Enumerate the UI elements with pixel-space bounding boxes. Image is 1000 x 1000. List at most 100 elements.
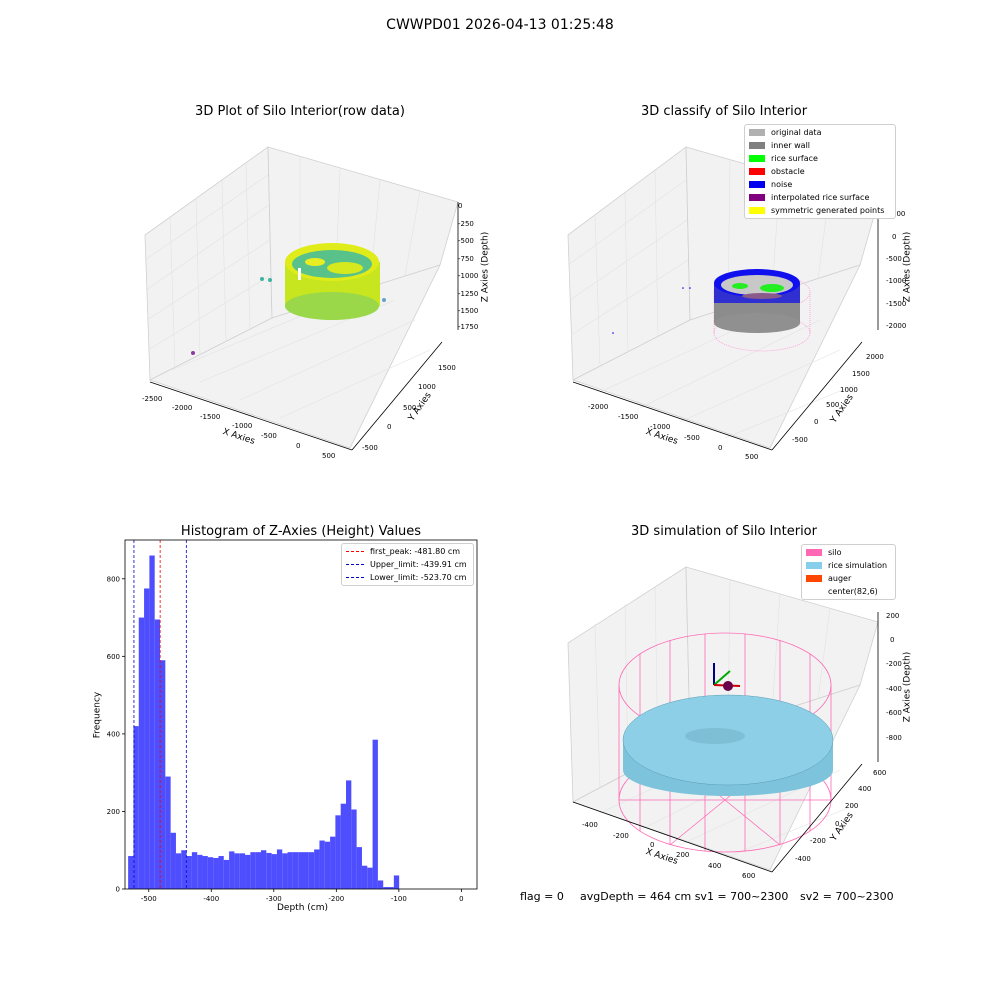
histogram-bar bbox=[330, 836, 336, 889]
raw-xtick: 500 bbox=[322, 452, 336, 460]
raw-outlier-point bbox=[382, 298, 386, 302]
classify-ztick: -1000 bbox=[886, 277, 907, 285]
histogram-xtick: -100 bbox=[391, 895, 407, 903]
histogram-bar bbox=[367, 867, 373, 889]
classify-ytick: 1500 bbox=[852, 370, 870, 378]
histogram-ylabel: Frequency bbox=[92, 691, 103, 739]
histogram-bar bbox=[149, 555, 155, 889]
legend-entry: symmetric generated points bbox=[745, 204, 895, 217]
histogram-bar bbox=[372, 739, 378, 889]
histogram-bar bbox=[324, 841, 331, 889]
legend-swatch bbox=[749, 168, 765, 175]
histogram-title: Histogram of Z-Axies (Height) Values bbox=[180, 524, 422, 539]
flag-status: flag = 0 bbox=[520, 890, 564, 903]
legend-entry: rice surface bbox=[745, 152, 895, 165]
histogram-bar bbox=[271, 854, 277, 889]
histogram-bar bbox=[239, 853, 246, 889]
histogram-bar bbox=[303, 852, 309, 889]
classify-legend: original data inner wall rice surface ob… bbox=[744, 124, 896, 219]
histogram-bar bbox=[191, 852, 198, 889]
histogram-xtick: -500 bbox=[141, 895, 157, 903]
histogram-bar bbox=[186, 856, 192, 889]
histogram-bar bbox=[377, 880, 384, 889]
simulation-zlabel: Z Axies (Depth) bbox=[902, 651, 913, 723]
raw-xtick: 0 bbox=[296, 442, 301, 450]
histogram-bar bbox=[245, 854, 251, 889]
classify-xtick: -500 bbox=[684, 434, 700, 442]
classify-zlabel: Z Axies (Depth) bbox=[902, 231, 913, 303]
legend-label: noise bbox=[771, 180, 793, 189]
classify-ztick: -500 bbox=[886, 255, 902, 263]
legend-label: Lower_limit: -523.70 cm bbox=[370, 573, 467, 582]
raw-xtick: -1500 bbox=[200, 413, 221, 421]
legend-swatch bbox=[346, 577, 364, 578]
histogram-bar bbox=[165, 776, 171, 889]
raw-3d-plot bbox=[144, 146, 459, 451]
classify-ytick: -500 bbox=[792, 436, 808, 444]
raw-ztick: -1000 bbox=[458, 272, 479, 280]
legend-label: rice simulation bbox=[828, 561, 888, 570]
histogram-bar bbox=[160, 660, 166, 889]
histogram-bar bbox=[144, 588, 150, 889]
raw-xtick: -2500 bbox=[142, 395, 163, 403]
simulation-xtick: 200 bbox=[676, 851, 690, 859]
raw-ytick: -500 bbox=[362, 444, 378, 452]
simulation-plot-title: 3D simulation of Silo Interior bbox=[631, 524, 817, 539]
histogram-bar bbox=[260, 850, 267, 889]
histogram-frame bbox=[124, 539, 478, 890]
histogram-bar bbox=[255, 852, 261, 889]
histogram-xlabel: Depth (cm) bbox=[277, 903, 329, 913]
histogram-bar bbox=[213, 857, 219, 889]
legend-label: interpolated rice surface bbox=[771, 193, 870, 202]
raw-plot-title: 3D Plot of Silo Interior(row data) bbox=[195, 104, 405, 119]
legend-entry: first_peak: -481.80 cm bbox=[342, 545, 473, 558]
histogram-bar bbox=[356, 847, 362, 889]
histogram-xtick: -200 bbox=[328, 895, 344, 903]
legend-label: silo bbox=[828, 548, 842, 557]
classify-ztick: 0 bbox=[892, 233, 897, 241]
classify-xtick: -2000 bbox=[588, 403, 609, 411]
legend-label: original data bbox=[771, 128, 822, 137]
simulation-3d-plot bbox=[567, 566, 879, 873]
legend-swatch bbox=[806, 575, 822, 582]
raw-ztick: -1750 bbox=[458, 323, 479, 331]
legend-entry: original data bbox=[745, 126, 895, 139]
legend-label: Upper_limit: -439.91 cm bbox=[370, 560, 467, 569]
classify-plot-title: 3D classify of Silo Interior bbox=[640, 104, 808, 119]
histogram-chart: -500 -400 -300 -200 -100 0 0 200 400 600 800 bbox=[107, 539, 478, 903]
histogram-bar bbox=[170, 832, 176, 889]
histogram-bar bbox=[383, 887, 389, 889]
histogram-bar bbox=[276, 849, 283, 889]
histogram-bar bbox=[197, 854, 203, 889]
histogram-bar bbox=[133, 726, 139, 889]
histogram-xtick: 0 bbox=[459, 895, 463, 903]
legend-swatch bbox=[749, 142, 765, 149]
raw-xtick: -500 bbox=[261, 432, 277, 440]
legend-label: auger bbox=[828, 574, 852, 583]
raw-ztick: 0 bbox=[458, 202, 463, 210]
histogram-bar bbox=[361, 865, 368, 889]
histogram-bar bbox=[319, 840, 325, 889]
legend-label: first_peak: -481.80 cm bbox=[370, 547, 461, 556]
simulation-xtick: 0 bbox=[650, 841, 655, 849]
raw-ztick: -1250 bbox=[458, 290, 479, 298]
simulation-xtick: 400 bbox=[708, 862, 722, 870]
auger-marker bbox=[713, 663, 741, 691]
histogram-ytick: 400 bbox=[107, 730, 120, 738]
legend-swatch bbox=[749, 155, 765, 162]
legend-entry: center(82,6) bbox=[802, 585, 895, 598]
histogram-bar bbox=[287, 852, 293, 889]
histogram-xtick: -300 bbox=[266, 895, 282, 903]
avg-depth-status: avgDepth = 464 cm sv1 = 700~2300 bbox=[580, 890, 789, 903]
simulation-xtick: -400 bbox=[582, 821, 598, 829]
histogram-bar bbox=[138, 617, 145, 889]
histogram-bar bbox=[282, 853, 288, 889]
legend-label: symmetric generated points bbox=[771, 206, 885, 215]
raw-ytick: 1500 bbox=[438, 364, 456, 372]
legend-swatch bbox=[749, 207, 765, 214]
histogram-bar bbox=[207, 857, 214, 889]
simulation-legend: silo rice simulation auger center(82,6) bbox=[801, 544, 896, 600]
legend-entry: obstacle bbox=[745, 165, 895, 178]
histogram-ytick: 200 bbox=[107, 808, 120, 816]
histogram-bar bbox=[218, 856, 224, 889]
